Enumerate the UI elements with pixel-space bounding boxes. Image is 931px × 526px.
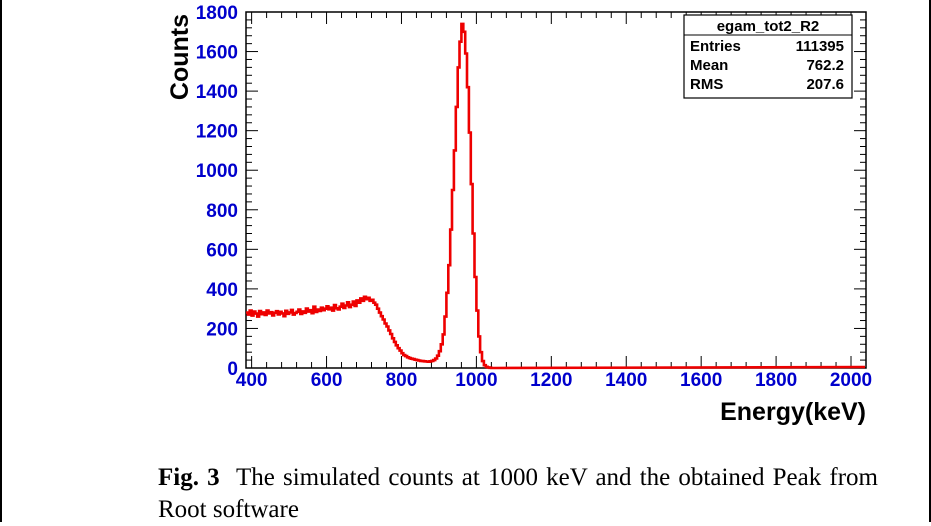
histogram-chart: 400 600 800 1000 1200 1400 1600 1800 2000 0 200 400… xyxy=(166,3,872,426)
stats-row-label: Entries xyxy=(690,38,741,55)
stats-row-value: 207.6 xyxy=(806,76,844,93)
y-tick-label: 400 xyxy=(206,280,238,301)
y-tick-label: 1800 xyxy=(196,3,238,24)
y-tick-label: 1000 xyxy=(196,161,238,182)
stats-box xyxy=(683,14,853,99)
figure-caption-text: The simulated counts at 1000 keV and the… xyxy=(158,464,878,523)
y-tick-label: 200 xyxy=(206,319,238,340)
y-tick-label: 1400 xyxy=(196,82,238,103)
x-tick-label: 1200 xyxy=(530,370,572,391)
x-tick-label: 800 xyxy=(386,370,418,391)
y-tick-label: 800 xyxy=(206,201,238,222)
y-tick-label: 1600 xyxy=(196,43,238,64)
x-tick-label: 1400 xyxy=(605,370,647,391)
y-tick-label: 1200 xyxy=(196,122,238,143)
y-tick-label: 0 xyxy=(227,359,238,380)
x-axis-title: Energy(keV) xyxy=(720,398,866,426)
x-tick-label: 400 xyxy=(236,370,268,391)
stats-box-title: egam_tot2_R2 xyxy=(717,18,820,35)
y-axis-title: Counts xyxy=(166,14,194,100)
page-left-border xyxy=(0,0,2,522)
x-tick-label: 1800 xyxy=(755,370,797,391)
x-tick-label: 600 xyxy=(311,370,343,391)
page-right-border xyxy=(929,0,931,522)
stats-row-label: RMS xyxy=(690,76,723,93)
x-tick-label: 1000 xyxy=(455,370,497,391)
histogram-series-line xyxy=(246,22,866,370)
stats-row-value: 762.2 xyxy=(806,57,844,74)
stats-row-value: 111395 xyxy=(796,38,844,55)
stats-row-label: Mean xyxy=(690,57,728,74)
figure-number: Fig. 3 xyxy=(158,464,220,491)
x-tick-label: 1600 xyxy=(680,370,722,391)
y-tick-label: 600 xyxy=(206,240,238,261)
figure-caption: Fig. 3 The simulated counts at 1000 keV … xyxy=(158,462,878,526)
x-tick-label: 2000 xyxy=(830,370,872,391)
